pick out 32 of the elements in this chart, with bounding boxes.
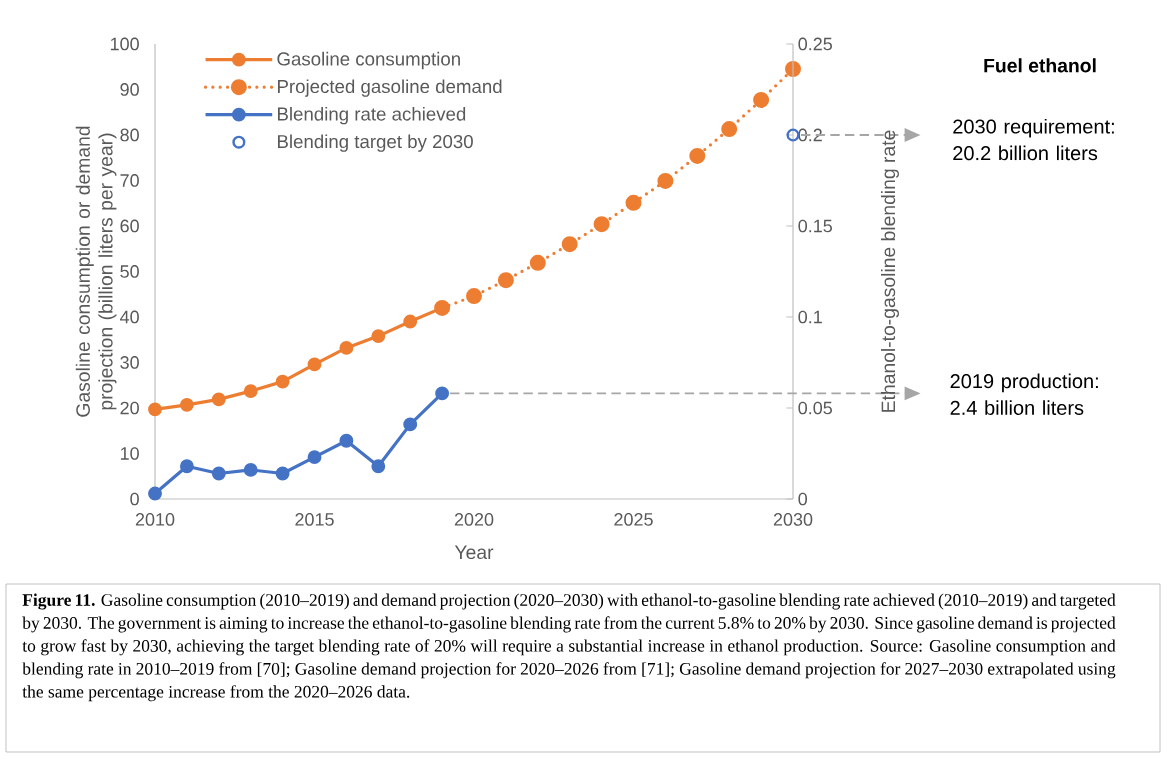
legend-label: Blending target by 2030 (277, 134, 473, 152)
text: 2030 requirement: 20.2 billion liters (953, 118, 1114, 161)
y-tick-label: 70 (120, 174, 139, 187)
y2-tick-label: 0.15 (798, 219, 832, 233)
text: 2019 production: 2.4 billion liters (950, 373, 1098, 415)
y-tick-label: 10 (120, 447, 139, 460)
legend-label: Gasoline consumption (277, 51, 460, 70)
y2-tick-label: 0.25 (798, 37, 832, 51)
legend-label: Projected gasoline demand (277, 79, 502, 97)
x-tick-label: 2030 (773, 513, 813, 526)
legend-label: Blending rate achieved (277, 106, 466, 125)
y-tick-label: 0 (130, 492, 139, 506)
y-tick-label: 80 (120, 128, 139, 142)
y-tick-label: 30 (120, 356, 139, 369)
text: Figure 11. Gasoline consumption (2010–2019) and demand projection (2020–2030) with ethanol-to-gasoline blending rate achieved (2010–2019) and targeted by 2030. The government is aiming to increase the ethanol-to-gasoline blending rate from the current 5.8% to 20% by 2030. Since gasoline demand is projected to grow fast by 2030, achieving the target blending rate of 20% will require a substantial increase in ethanol production. Source: Gasoline consumption and blending rate in 2010–2019 from [70]; Gasoline demand projection for 2020–2026 from [71]; Gasoline demand projection for 2027–2030 extrapolated using the same percentage increase from the 2020–2026 data. (22, 593, 1116, 702)
y2-axis-title: Ethanol-to-gasoline blending rate (880, 130, 899, 412)
y-axis-title: Gasoline consumption or demand projection (billion liters per year) (75, 126, 117, 417)
x-axis-title: Year (454, 545, 494, 560)
y-tick-label: 60 (120, 219, 139, 233)
text: Fuel ethanol (984, 58, 1096, 73)
y-tick-label: 20 (120, 401, 139, 415)
y-tick-label: 50 (120, 265, 139, 278)
y-tick-label: 100 (110, 37, 139, 51)
y2-tick-label: 0.1 (798, 310, 822, 324)
x-tick-label: 2020 (454, 513, 494, 526)
x-tick-label: 2010 (135, 513, 175, 526)
x-tick-label: 2025 (614, 513, 653, 526)
y-tick-label: 40 (120, 310, 139, 324)
y2-tick-label: 0 (798, 492, 808, 506)
y-tick-label: 90 (120, 83, 139, 96)
y2-tick-label: 0.05 (798, 401, 832, 415)
x-tick-label: 2015 (295, 513, 334, 526)
